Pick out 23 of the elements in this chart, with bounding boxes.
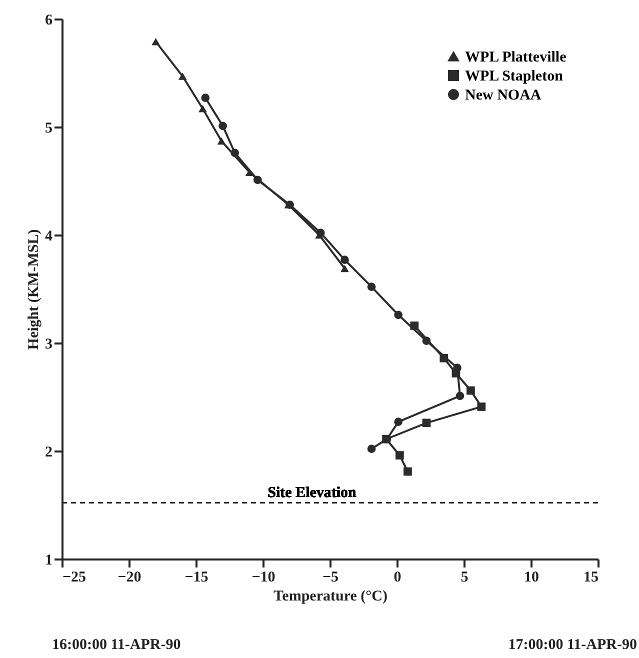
y-tick-label: 6 [45,12,53,28]
y-tick-label: 2 [45,444,52,460]
x-axis-title: Temperature (°C) [274,588,388,604]
text: 16:00:00 11-APR-90 [52,637,181,654]
legend-label: WPL Platteville [465,50,567,66]
x-tick-label: 5 [460,570,468,586]
x-tick-label: −20 [118,570,142,586]
legend-label: New NOAA [465,88,542,104]
ref-line-label: Site Elevation [268,484,358,501]
x-tick-label: −5 [322,570,339,586]
y-axis-title: Height (KM-MSL) [26,229,42,350]
y-tick-label: 1 [45,552,52,568]
x-tick-label: 10 [524,570,539,586]
legend-label: WPL Stapleton [465,68,564,84]
y-tick-label: 4 [45,228,53,244]
text: 17:00:00 11-APR-90 [508,637,637,654]
x-tick-label: −25 [62,570,86,586]
y-tick-label: 5 [45,120,52,136]
x-tick-label: 15 [584,570,598,586]
y-tick-label: 3 [45,336,52,352]
x-tick-label: 0 [394,570,402,586]
x-tick-label: −10 [252,570,276,586]
x-tick-label: −15 [184,570,208,586]
